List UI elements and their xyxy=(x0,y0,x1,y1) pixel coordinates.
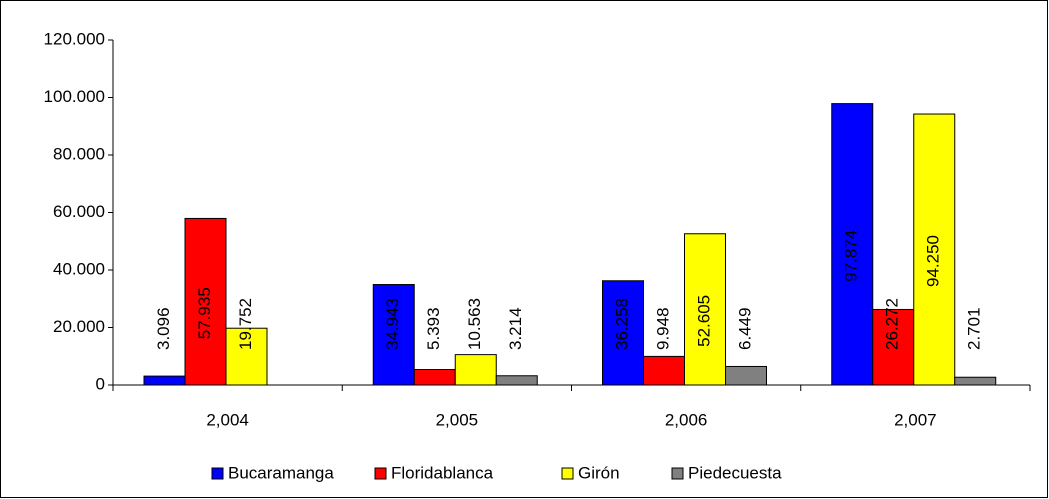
data-label: 34.943 xyxy=(383,298,402,350)
bar xyxy=(643,355,685,386)
legend-swatch xyxy=(374,467,387,480)
data-label: 6.449 xyxy=(735,307,754,350)
legend-label: Girón xyxy=(578,463,620,482)
data-label: 2.701 xyxy=(965,307,984,350)
legend-swatch xyxy=(211,467,224,480)
data-label: 26.272 xyxy=(883,298,902,350)
bar xyxy=(602,280,644,386)
bar xyxy=(495,375,538,386)
bar xyxy=(954,376,997,386)
data-label: 57.935 xyxy=(195,287,214,339)
data-label: 3.214 xyxy=(506,307,525,350)
data-label: 3.096 xyxy=(154,307,173,350)
x-tick-label: 2,005 xyxy=(436,410,479,429)
bar xyxy=(831,103,874,386)
y-tick-label: 60.000 xyxy=(53,202,105,221)
y-tick-label: 20.000 xyxy=(53,317,105,336)
bar xyxy=(872,308,915,386)
data-label: 19.752 xyxy=(236,298,255,350)
bar xyxy=(454,354,497,386)
bar xyxy=(684,233,726,386)
y-tick-label: 120.000 xyxy=(44,29,105,48)
legend-label: Piedecuesta xyxy=(688,463,782,482)
data-label: 97.874 xyxy=(842,230,861,282)
bar xyxy=(725,365,767,386)
x-tick-label: 2,004 xyxy=(206,410,249,429)
data-label: 10.563 xyxy=(465,298,484,350)
legend-label: Floridablanca xyxy=(391,463,494,482)
x-tick-label: 2,007 xyxy=(894,410,937,429)
data-label: 36.258 xyxy=(612,298,631,350)
data-label: 9.948 xyxy=(653,307,672,350)
bar xyxy=(143,375,186,386)
data-label: 52.605 xyxy=(694,295,713,347)
y-tick-label: 100.000 xyxy=(44,87,105,106)
bar xyxy=(913,113,956,386)
y-tick-label: 80.000 xyxy=(53,144,105,163)
y-tick-label: 40.000 xyxy=(53,259,105,278)
bar xyxy=(372,284,415,386)
x-tick-label: 2,006 xyxy=(665,410,708,429)
data-label: 94.250 xyxy=(924,235,943,287)
legend-swatch xyxy=(561,467,574,480)
legend-label: Bucaramanga xyxy=(228,463,334,482)
bar xyxy=(413,368,456,386)
bar xyxy=(225,327,268,386)
legend-swatch xyxy=(671,467,684,480)
data-label: 5.393 xyxy=(424,307,443,350)
bar xyxy=(184,217,227,386)
y-tick-label: 0 xyxy=(96,374,105,393)
